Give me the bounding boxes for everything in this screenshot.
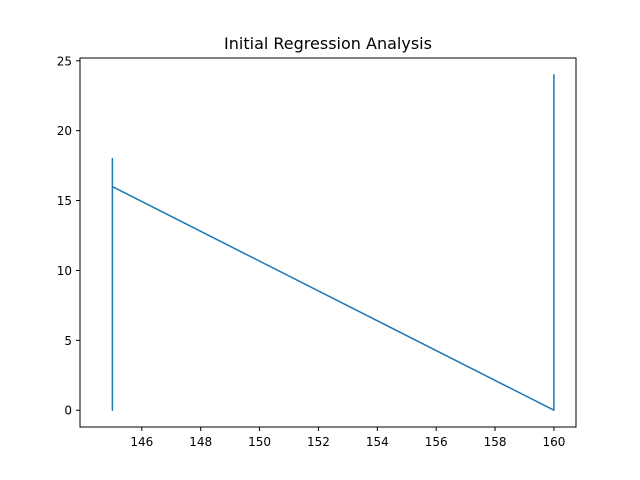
- x-tick-label: 152: [307, 435, 330, 449]
- x-tick-label: 156: [425, 435, 448, 449]
- y-tick-label: 25: [57, 54, 72, 68]
- y-tick-label: 15: [57, 194, 72, 208]
- plot-area: [111, 74, 555, 411]
- x-tick-label: 146: [130, 435, 153, 449]
- x-tick-label: 148: [189, 435, 212, 449]
- y-tick-label: 20: [57, 124, 72, 138]
- x-tick-label: 154: [366, 435, 389, 449]
- y-tick-label: 5: [64, 334, 72, 348]
- x-axis: 146 148 150 152 154 156 158 160: [130, 427, 565, 449]
- series-line-1: [111, 74, 555, 411]
- y-axis: 0 5 10 15 20 25: [57, 54, 80, 418]
- x-tick-label: 158: [484, 435, 507, 449]
- y-tick-label: 10: [57, 264, 72, 278]
- x-tick-label: 160: [542, 435, 565, 449]
- x-tick-label: 150: [248, 435, 271, 449]
- y-tick-label: 0: [64, 404, 72, 418]
- axes-frame: [79, 57, 577, 428]
- chart-title: Initial Regression Analysis: [224, 34, 432, 53]
